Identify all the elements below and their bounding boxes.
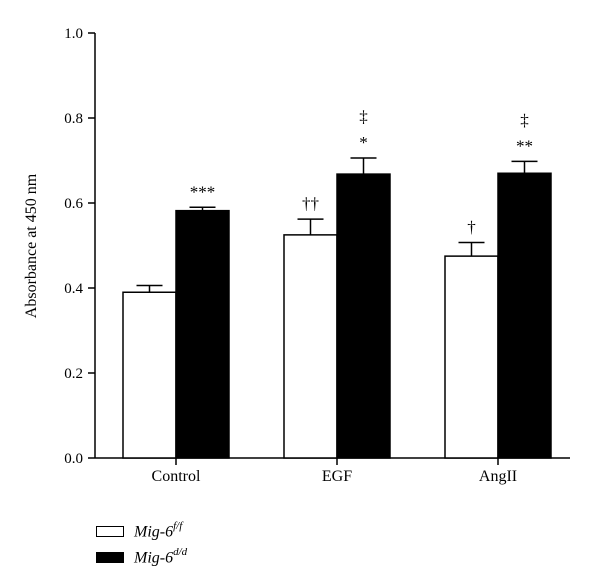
y-axis-label: Absorbance at 450 nm [23,173,40,318]
legend: Mig-6f/f Mig-6d/d [96,518,187,570]
bar [336,173,391,459]
y-tick-label: 1.0 [64,26,83,42]
significance-marker: ‡ [359,107,368,126]
bar [497,172,552,459]
significance-marker: *** [190,182,216,201]
bars [122,157,552,459]
bar [122,291,177,459]
y-tick-label: 0.8 [64,111,83,127]
category-label: EGF [322,468,352,485]
category-label: Control [152,468,201,485]
significance-marker: ** [516,136,533,155]
y-tick-label: 0.0 [64,451,83,467]
y-tick-label: 0.6 [64,196,83,212]
legend-item-series-1: Mig-6f/f [96,518,187,544]
y-tick-label: 0.2 [64,366,83,382]
legend-item-series-2: Mig-6d/d [96,544,187,570]
significance-marker: †† [302,194,319,213]
legend-label-series-1: Mig-6f/f [134,519,183,541]
bar [175,209,230,459]
bar [444,255,499,459]
legend-label-series-2: Mig-6d/d [134,545,188,567]
legend-swatch-black [96,551,124,563]
significance-marker: * [359,133,368,152]
significance-marker: † [467,218,476,237]
labels: 0.0 0.2 0.4 0.6 0.8 1.0 Control *** EGF †† * ‡ AngII… [64,26,533,485]
bar [283,234,338,459]
category-label: AngII [479,468,517,485]
significance-marker: ‡ [520,110,529,129]
y-tick-label: 0.4 [64,281,83,297]
legend-swatch-white [96,525,124,537]
